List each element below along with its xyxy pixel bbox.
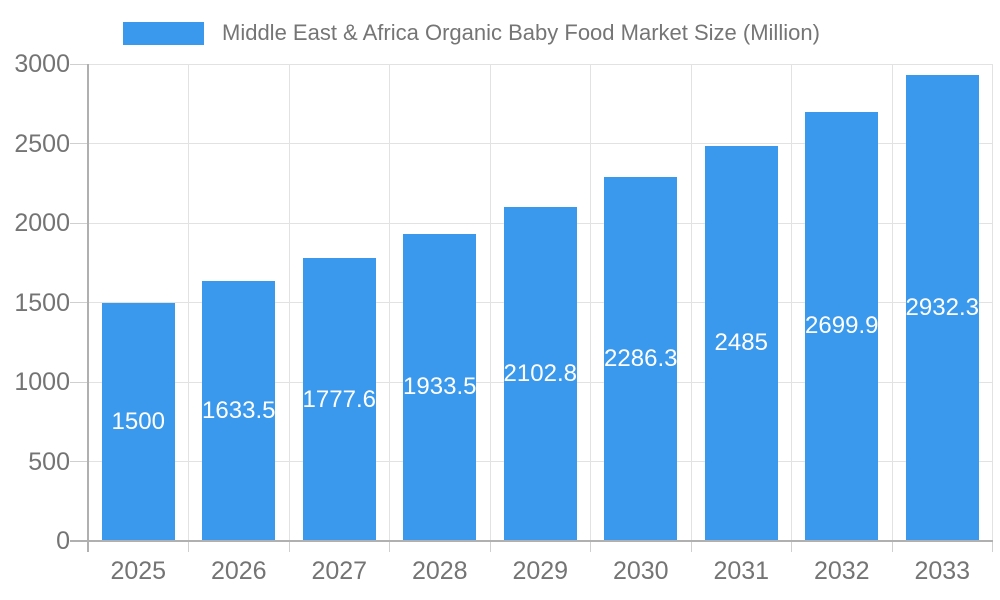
gridline-vertical bbox=[389, 64, 390, 541]
y-axis-label: 3000 bbox=[14, 50, 70, 78]
y-axis-tick bbox=[70, 381, 88, 383]
bar-value-label: 2485 bbox=[714, 329, 768, 357]
chart-legend-item[interactable]: Middle East & Africa Organic Baby Food M… bbox=[123, 20, 820, 46]
bar-value-label: 1500 bbox=[111, 407, 165, 435]
x-axis-label: 2026 bbox=[210, 557, 267, 585]
x-axis-tick bbox=[992, 541, 993, 552]
x-axis-tick bbox=[791, 541, 792, 552]
gridline-vertical bbox=[791, 64, 792, 541]
y-axis-label: 500 bbox=[28, 447, 70, 476]
bar bbox=[101, 302, 175, 541]
x-axis-tick bbox=[288, 541, 290, 552]
y-axis-label: 1500 bbox=[14, 288, 70, 317]
y-axis-label: 2000 bbox=[14, 209, 70, 237]
gridline-vertical bbox=[992, 64, 993, 541]
x-axis-tick bbox=[891, 541, 893, 552]
x-axis-tick bbox=[690, 541, 692, 552]
x-axis-label: 2029 bbox=[512, 557, 569, 585]
gridline-vertical bbox=[590, 64, 591, 541]
x-axis-tick bbox=[489, 541, 491, 552]
bar-value-label: 1777.6 bbox=[302, 385, 376, 413]
x-axis-label: 2028 bbox=[411, 557, 468, 585]
bar-value-label: 1633.5 bbox=[202, 397, 276, 425]
y-axis-tick bbox=[70, 302, 88, 303]
bar bbox=[704, 145, 778, 541]
bar-value-label: 1933.5 bbox=[403, 373, 477, 401]
bar bbox=[403, 233, 477, 541]
x-axis-line bbox=[70, 540, 993, 542]
y-axis-label: 1000 bbox=[14, 368, 70, 396]
gridline-vertical bbox=[690, 64, 692, 541]
y-axis-tick bbox=[70, 143, 88, 144]
x-axis-tick bbox=[590, 541, 591, 552]
bar-value-label: 2286.3 bbox=[604, 345, 678, 373]
y-axis-tick bbox=[70, 222, 88, 224]
gridline-vertical bbox=[188, 64, 189, 541]
y-axis-tick bbox=[70, 63, 88, 65]
bar-value-label: 2102.8 bbox=[503, 359, 577, 387]
gridline-vertical bbox=[891, 64, 893, 541]
legend-swatch bbox=[123, 21, 204, 45]
bar bbox=[302, 258, 376, 541]
x-axis-label: 2027 bbox=[311, 557, 368, 585]
gridline-vertical bbox=[489, 64, 491, 541]
bar-value-label: 2699.9 bbox=[805, 312, 879, 340]
x-axis-tick bbox=[389, 541, 390, 552]
bar bbox=[503, 206, 577, 541]
x-axis-label: 2025 bbox=[110, 557, 167, 585]
y-axis-line bbox=[87, 64, 89, 552]
y-axis-tick bbox=[70, 461, 88, 462]
bar bbox=[805, 111, 879, 541]
y-axis-label: 0 bbox=[56, 527, 70, 555]
x-axis-label: 2031 bbox=[713, 557, 770, 585]
bar bbox=[202, 281, 276, 541]
gridline-vertical bbox=[288, 64, 290, 541]
bar bbox=[604, 177, 678, 541]
y-axis-label: 2500 bbox=[14, 129, 70, 158]
x-axis-label: 2032 bbox=[813, 557, 870, 585]
x-axis-tick bbox=[188, 541, 189, 552]
gridline-horizontal bbox=[88, 143, 993, 144]
bar bbox=[905, 74, 979, 541]
x-axis-label: 2030 bbox=[612, 557, 669, 585]
x-axis-label: 2033 bbox=[914, 557, 971, 585]
bar-value-label: 2932.3 bbox=[905, 293, 979, 321]
gridline-horizontal bbox=[88, 63, 993, 65]
legend-label: Middle East & Africa Organic Baby Food M… bbox=[222, 20, 820, 45]
